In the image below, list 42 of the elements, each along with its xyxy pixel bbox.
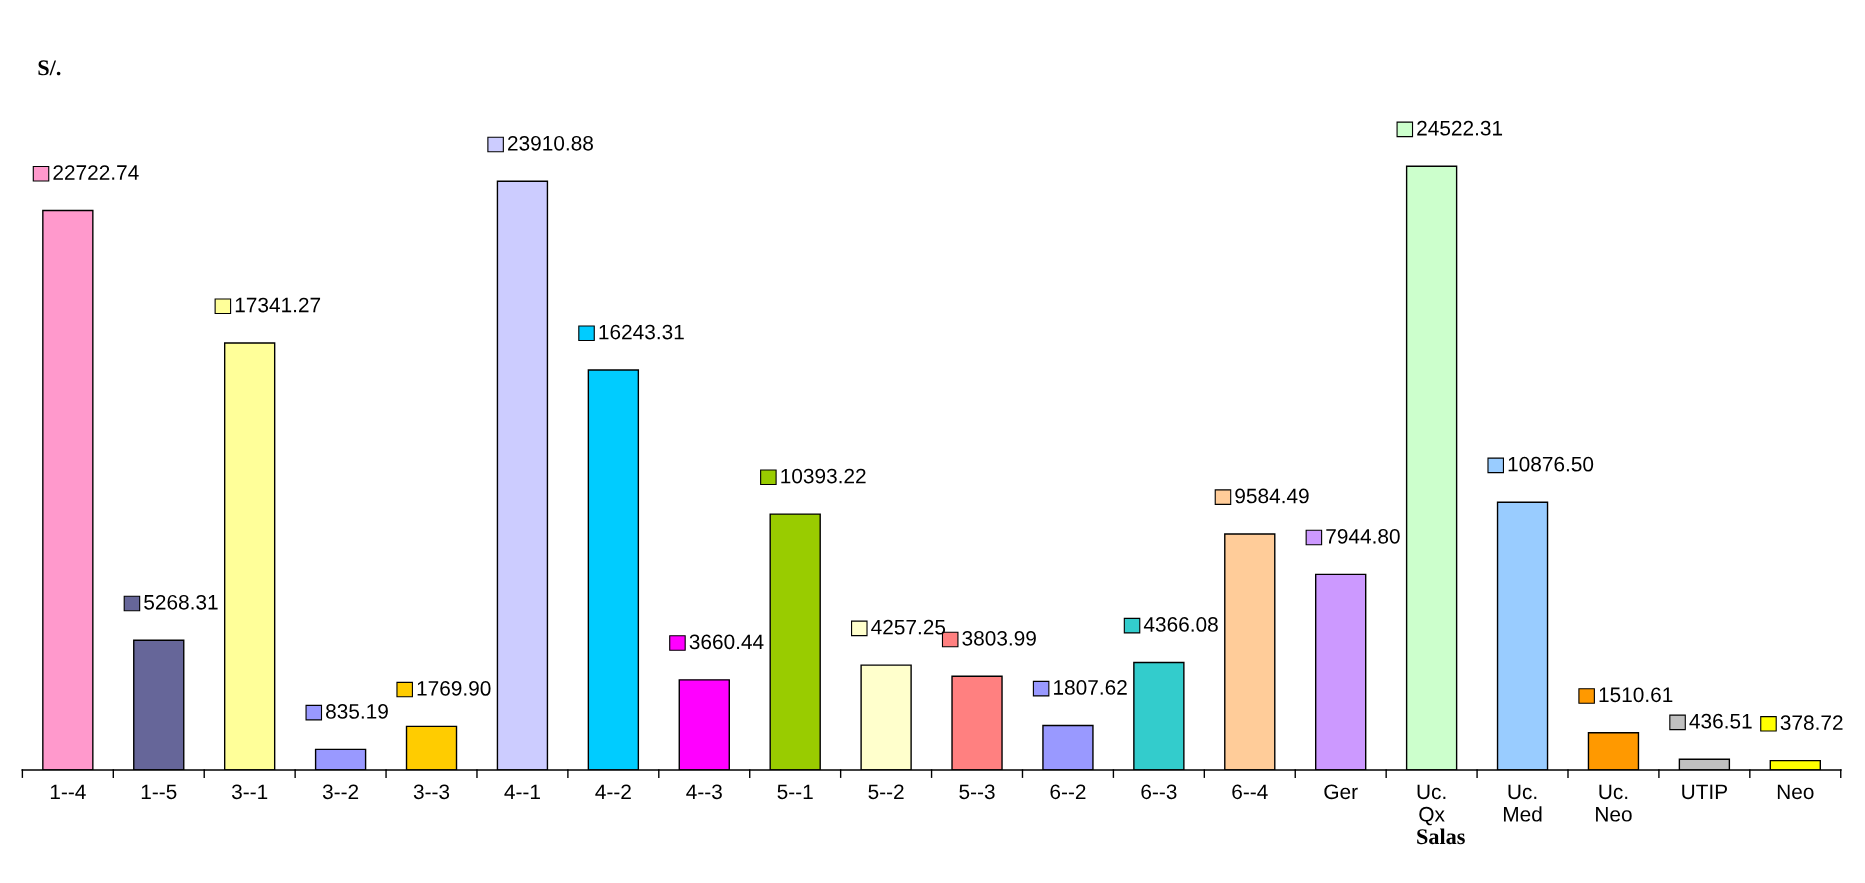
data-label: 1769.90 xyxy=(417,681,491,696)
x-tick-label: 1--4 xyxy=(50,784,86,799)
data-label: 23910.88 xyxy=(508,135,593,151)
x-tick-label: Uc. Qx xyxy=(1417,784,1446,826)
data-label: 7944.80 xyxy=(1326,528,1400,544)
data-label: 5268.31 xyxy=(144,594,218,610)
x-tick-label: Uc. Med xyxy=(1503,784,1542,822)
data-label: 4257.25 xyxy=(871,619,946,635)
x-tick-label: 6--2 xyxy=(1050,784,1086,800)
data-label: 835.19 xyxy=(326,704,388,719)
x-tick-label: 5--2 xyxy=(868,784,904,800)
data-label: 22722.74 xyxy=(53,165,139,180)
data-label: 3660.44 xyxy=(689,634,764,650)
x-tick-label: 3--2 xyxy=(322,784,359,800)
x-tick-label: 6--4 xyxy=(1232,784,1268,800)
x-tick-label: UTIP xyxy=(1682,784,1727,800)
x-tick-label: 4--2 xyxy=(595,784,631,799)
x-tick-label: 4--3 xyxy=(686,784,722,800)
data-label: 9584.49 xyxy=(1235,488,1309,504)
data-label: 378.72 xyxy=(1780,715,1843,731)
x-tick-label: 3--1 xyxy=(231,784,268,800)
data-label: 4366.08 xyxy=(1143,617,1218,632)
x-tick-label: Uc. Neo xyxy=(1596,784,1632,822)
x-tick-label: 4--1 xyxy=(504,784,540,799)
data-label: 1510.61 xyxy=(1599,687,1673,703)
data-label: 436.51 xyxy=(1689,713,1752,729)
x-tick-label: Neo xyxy=(1777,784,1814,800)
x-tick-label: 1--5 xyxy=(141,784,177,800)
data-label: 10393.22 xyxy=(781,468,866,484)
data-label: 3803.99 xyxy=(962,630,1036,646)
data-label: 1807.62 xyxy=(1054,680,1127,695)
y-axis-title: S/. xyxy=(38,60,61,76)
data-label: 10876.50 xyxy=(1508,456,1594,472)
data-label: 16243.31 xyxy=(599,324,684,340)
x-tick-label: 5--3 xyxy=(959,784,995,800)
x-tick-label: 3--3 xyxy=(413,784,450,800)
data-label: 24522.31 xyxy=(1417,120,1503,136)
x-axis-title: Salas xyxy=(1417,828,1465,845)
x-tick-label: 6--3 xyxy=(1141,784,1177,800)
x-tick-label: 5--1 xyxy=(777,784,813,800)
data-label: 17341.27 xyxy=(235,297,321,313)
x-tick-label: Ger xyxy=(1324,784,1358,800)
